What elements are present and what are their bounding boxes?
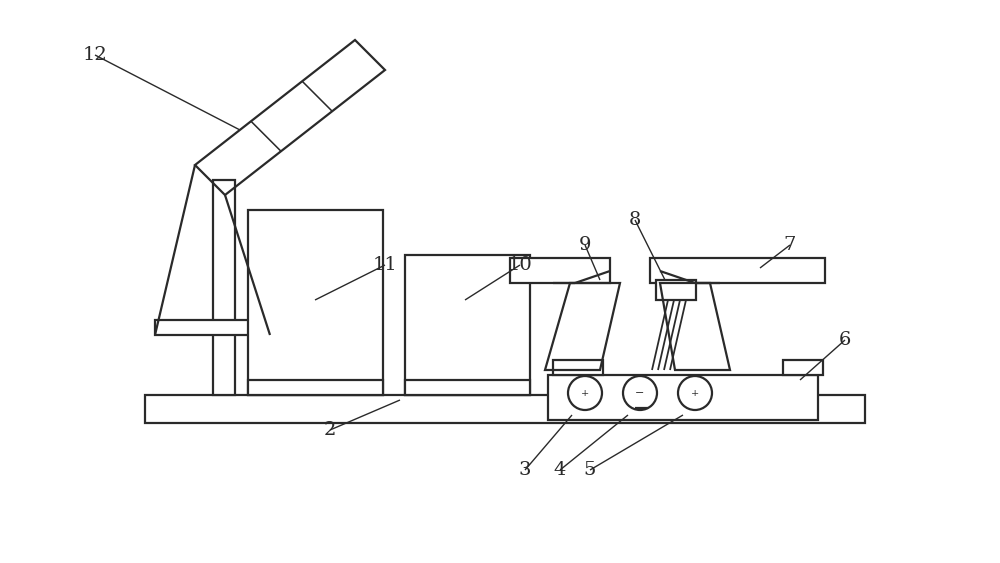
Text: 12: 12: [83, 46, 107, 64]
Bar: [510, 258, 610, 283]
Bar: [548, 375, 818, 420]
Text: 10: 10: [508, 256, 532, 274]
Bar: [248, 380, 383, 395]
Bar: [553, 360, 603, 375]
Bar: [783, 360, 823, 375]
Text: +: +: [691, 388, 699, 397]
Text: 4: 4: [554, 461, 566, 479]
Text: +: +: [581, 388, 589, 397]
Text: 6: 6: [839, 331, 851, 349]
Bar: [656, 280, 696, 300]
Text: 7: 7: [784, 236, 796, 254]
Bar: [248, 210, 383, 395]
Bar: [405, 380, 530, 395]
Text: 3: 3: [519, 461, 531, 479]
Text: −: −: [635, 388, 645, 398]
Bar: [405, 255, 530, 395]
Circle shape: [568, 376, 602, 410]
Text: 11: 11: [373, 256, 397, 274]
Circle shape: [623, 376, 657, 410]
Text: 2: 2: [324, 421, 336, 439]
Bar: [213, 180, 235, 395]
Bar: [155, 320, 270, 335]
Text: 9: 9: [579, 236, 591, 254]
Circle shape: [678, 376, 712, 410]
Bar: [650, 258, 825, 283]
Bar: [145, 395, 865, 423]
Text: 8: 8: [629, 211, 641, 229]
Text: 5: 5: [584, 461, 596, 479]
